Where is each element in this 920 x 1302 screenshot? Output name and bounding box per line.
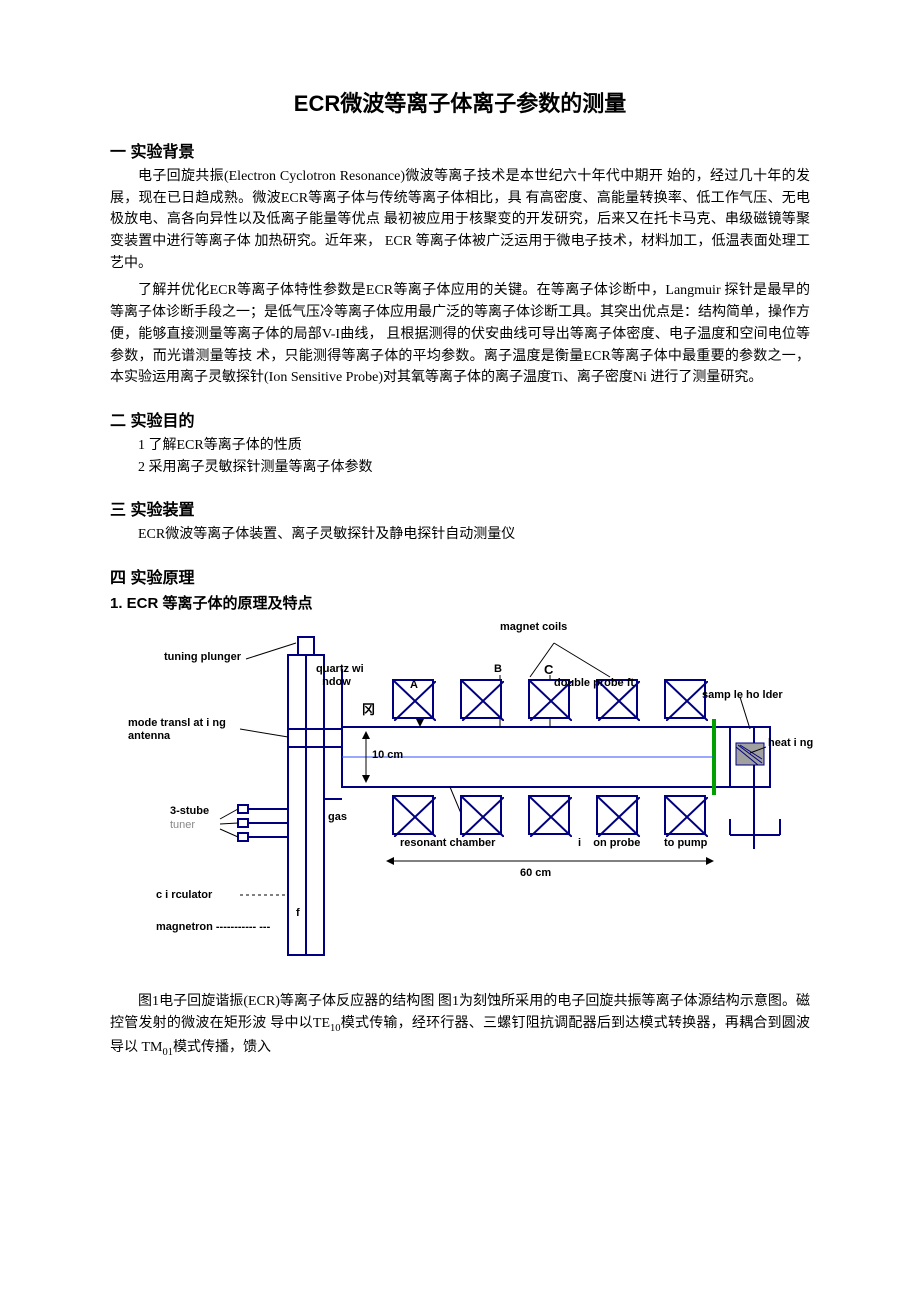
label-heating: heat i ng [768,737,813,750]
section-2-heading: 二 实验目的 [110,407,810,431]
section-3-heading: 三 实验装置 [110,496,810,520]
section-3-para: ECR微波等离子体装置、离子灵敏探针及静电探针自动测量仪 [110,524,810,546]
label-magnet-coils: magnet coils [500,621,567,634]
label-circulator: c i rculator [156,889,212,902]
label-B: B [494,663,502,676]
label-gas: gas [328,811,347,824]
caption-sub-2: 01 [163,1046,174,1057]
magnet-coil-icon [664,795,706,835]
section-1-heading: 一 实验背景 [110,138,810,162]
label-C: C [544,663,553,678]
label-tuning-plunger: tuning plunger [164,651,241,664]
label-A: A [410,679,418,692]
label-ion-probe: i on probe [578,837,640,850]
section-4-subheading: 1. ECR 等离子体的原理及特点 [110,592,810,613]
magnet-coil-icon [596,795,638,835]
label-to-pump: to pump [664,837,707,850]
section-2-item-2: 2 采用离子灵敏探针测量等离子体参数 [110,457,810,479]
label-3stube: 3-stube [170,805,209,818]
magnet-coil-icon [460,679,502,719]
magnet-coil-icon [460,795,502,835]
magnet-coil-icon [528,795,570,835]
ecr-reactor-diagram: magnet coils tuning plunger quartz wi nd… [110,619,810,979]
section-4-heading: 四 实验原理 [110,564,810,588]
label-quartz-window: quartz wi ndow [316,663,364,688]
section-1-para-1: 电子回旋共振(Electron Cyclotron Resonance)微波等离… [110,166,810,274]
section-1-para-2: 了解并优化ECR等离子体特性参数是ECR等离子体应用的关键。在等离子体诊断中，L… [110,280,810,388]
caption-sub-1: 10 [330,1022,341,1033]
magnet-coil-icon [664,679,706,719]
label-mode-antenna: mode transl at i ng antenna [128,717,226,742]
label-f: f [296,907,300,920]
label-sample-holder: samp le ho lder [702,689,783,702]
label-magnetron: magnetron ----------- --- [156,921,270,934]
label-tuner: tuner [170,819,195,832]
page-title: ECR微波等离子体离子参数的测量 [110,86,810,118]
section-2-item-1: 1 了解ECR等离子体的性质 [110,435,810,457]
figure-1-caption: 图1电子回旋谐振(ECR)等离子体反应器的结构图 图1为刻蚀所采用的电子回旋共振… [110,991,810,1061]
magnet-coil-icon [392,795,434,835]
label-60cm: 60 cm [520,867,551,880]
caption-text-3: 模式传播，馈入 [173,1040,271,1055]
label-x-symbol: 冈 [362,703,375,718]
label-resonant-chamber: resonant chamber [400,837,495,850]
label-double-probe: double probe ft [554,677,634,690]
label-10cm: 10 cm [372,749,403,762]
